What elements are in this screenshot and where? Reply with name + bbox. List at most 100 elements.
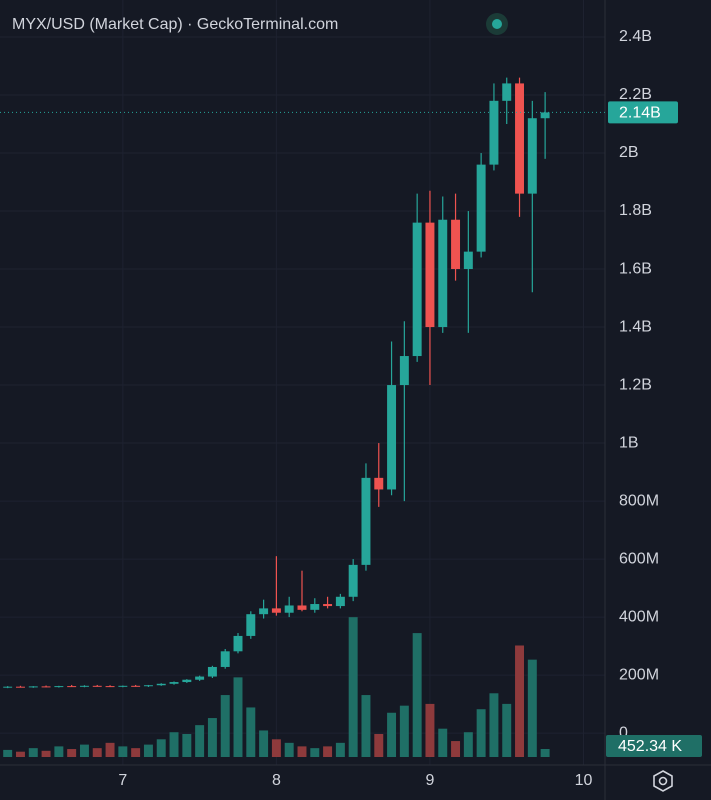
volume-bar (348, 617, 358, 757)
volume-bar (182, 733, 192, 757)
x-tick-label: 7 (118, 772, 127, 789)
chart-title: MYX/USD (Market Cap) · GeckoTerminal.com (12, 16, 338, 33)
volume-bar (489, 693, 499, 757)
candle-body (335, 596, 345, 607)
candle-body (310, 604, 320, 610)
volume-bar (451, 741, 461, 757)
candle-body (3, 686, 13, 688)
candle-body (284, 605, 294, 613)
candle-body (387, 385, 397, 490)
y-tick-label: 1.2B (619, 376, 652, 393)
settings-icon[interactable] (653, 770, 673, 792)
candle-body (207, 666, 217, 677)
volume-bar (527, 659, 537, 757)
settings-icon-center[interactable] (658, 776, 668, 786)
y-tick-label: 1.8B (619, 202, 652, 219)
volume-bar (195, 725, 205, 757)
volume-bar (92, 748, 102, 757)
y-tick-label: 200M (619, 666, 659, 683)
y-tick-label: 1B (619, 434, 639, 451)
candle-body (220, 651, 230, 667)
volume-bar (3, 749, 13, 757)
volume-bar (323, 746, 333, 757)
volume-bar (335, 742, 345, 757)
candle-body (540, 112, 550, 119)
y-tick-label: 1.6B (619, 260, 652, 277)
candle-body (425, 222, 435, 328)
volume-bar (399, 705, 409, 757)
volume-bar (271, 739, 281, 757)
candle-body (131, 685, 141, 687)
candle-body (412, 222, 422, 357)
candle-body (195, 676, 205, 680)
y-tick-label: 1.4B (619, 318, 652, 335)
volume-label: 452.34 K (618, 738, 682, 755)
candle-body (169, 682, 179, 684)
candle-body (374, 477, 384, 490)
volume-bar (374, 733, 384, 757)
volume-bar (540, 748, 550, 757)
candle-body (41, 686, 51, 688)
volume-bar (233, 677, 243, 757)
axes: 0 200M 400M 600M 800M 1B 1.2B 1.4B 1.6B 1.8B 2B 2.2… (0, 28, 702, 789)
volume-bar (246, 707, 256, 757)
volume-bar (15, 751, 25, 757)
volume-bar (310, 748, 320, 757)
candle-body (271, 608, 281, 613)
y-tick-label: 600M (619, 550, 659, 567)
y-tick-label: 2.4B (619, 28, 652, 45)
volume-bar (79, 744, 89, 757)
volume-layer (3, 617, 550, 757)
candle-body (515, 83, 524, 194)
volume-bar (207, 718, 217, 757)
candle-body (118, 685, 128, 687)
volume-bar (220, 695, 230, 757)
volume-bar (476, 709, 486, 757)
y-tick-label: 2B (619, 144, 639, 161)
grid (0, 0, 605, 765)
y-tick-label: 800M (619, 492, 659, 509)
volume-bar (118, 746, 128, 757)
y-tick-label: 2.2B (619, 86, 652, 103)
candle-body (451, 219, 461, 270)
volume-bar (387, 712, 397, 757)
candle-body (489, 100, 499, 165)
candle-body (438, 219, 448, 328)
volume-bar (502, 703, 512, 757)
candle-body (67, 686, 77, 688)
volume-bar (463, 732, 473, 757)
candle-body (182, 679, 192, 683)
x-tick-label: 10 (575, 772, 593, 789)
volume-bar (361, 695, 371, 757)
candle-body (527, 118, 537, 194)
candle-body (348, 564, 358, 597)
candle-layer (3, 77, 550, 689)
candle-body (399, 356, 409, 386)
volume-bar (412, 633, 422, 757)
volume-bar (105, 742, 115, 757)
volume-bar (425, 703, 435, 757)
candle-body (15, 686, 25, 688)
candle-body (28, 686, 38, 688)
volume-bar (54, 746, 64, 757)
x-tick-label: 9 (425, 772, 434, 789)
volume-bar (169, 732, 179, 757)
candle-body (259, 608, 269, 615)
candle-body (156, 683, 166, 686)
candle-body (323, 604, 333, 607)
last-price-label: 2.14B (619, 105, 661, 122)
status-dot (492, 19, 502, 29)
volume-badge (606, 735, 702, 757)
volume-bar (515, 645, 524, 757)
candle-body (143, 685, 153, 687)
candle-body (92, 685, 102, 687)
candle-body (54, 686, 64, 688)
settings-button[interactable] (640, 766, 686, 798)
volume-bar (438, 728, 448, 757)
volume-bar (297, 746, 307, 757)
y-tick-label: 0 (619, 724, 628, 741)
candle-body (105, 686, 115, 688)
candle-body (463, 251, 473, 270)
candle-body (233, 635, 243, 652)
